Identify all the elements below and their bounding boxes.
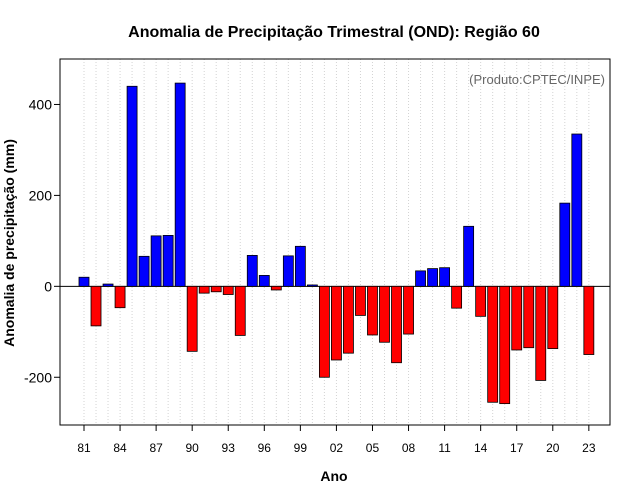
bar-2015 (487, 285, 499, 403)
x-tick-label: 08 (402, 441, 416, 455)
bar-1993 (222, 285, 234, 295)
x-tick-label: 93 (222, 441, 236, 455)
x-tick-label: 14 (474, 441, 488, 455)
x-tick-label: 05 (366, 441, 380, 455)
bar-1984 (114, 285, 126, 309)
chart-title: Anomalia de Precipitação Trimestral (OND… (128, 24, 540, 41)
bar-2000 (306, 284, 318, 287)
bar-1995 (246, 255, 258, 287)
plot-frame (59, 58, 611, 426)
y-tick-label: 200 (29, 187, 53, 203)
bar-2009 (415, 270, 426, 287)
bars (78, 82, 595, 405)
bar-2006 (379, 285, 390, 343)
bar-2008 (403, 285, 414, 335)
y-tick-label: 0 (44, 278, 52, 294)
bar-2014 (475, 285, 487, 317)
bar-2007 (391, 285, 402, 364)
bar-1981 (78, 276, 90, 287)
x-tick-label: 23 (582, 441, 596, 455)
bar-2005 (367, 285, 378, 336)
bar-2016 (499, 285, 511, 405)
bar-1990 (186, 285, 198, 352)
y-tick-label: 400 (29, 96, 53, 112)
x-tick-label: 81 (77, 441, 91, 455)
bar-2011 (439, 267, 451, 287)
x-tick-label: 20 (546, 441, 560, 455)
bar-2010 (427, 268, 438, 287)
bar-2001 (318, 285, 330, 378)
bar-2003 (343, 285, 354, 354)
bar-2023 (583, 285, 595, 355)
bar-2019 (535, 285, 547, 381)
bar-1985 (126, 85, 138, 287)
x-tick-label: 90 (186, 441, 200, 455)
x-tick-label: 84 (113, 441, 127, 455)
bar-2002 (331, 285, 342, 361)
y-axis: -200 0 200 400 (24, 96, 60, 385)
bar-1996 (258, 275, 270, 287)
bar-2021 (559, 202, 571, 287)
bar-1983 (102, 283, 114, 287)
x-tick-label: 96 (258, 441, 272, 455)
bar-1989 (174, 82, 186, 287)
y-axis-title: Anomalia de precipitação (mm) (1, 139, 17, 347)
bar-1982 (90, 285, 102, 327)
bar-2004 (355, 285, 366, 316)
x-axis: 81 84 87 90 93 96 99 02 05 08 11 14 17 20 23 (77, 425, 596, 455)
x-tick-label: 17 (510, 441, 524, 455)
bar-1987 (150, 235, 162, 287)
bar-1998 (282, 255, 294, 287)
bar-1988 (162, 235, 174, 287)
bar-1997 (270, 285, 282, 291)
bar-2020 (547, 285, 559, 350)
x-tick-label: 99 (294, 441, 308, 455)
bar-1991 (198, 285, 210, 294)
bar-1994 (234, 285, 246, 336)
bar-2017 (511, 285, 523, 351)
y-tick-label: -200 (24, 369, 52, 385)
bar-2012 (451, 285, 463, 309)
bar-2013 (463, 225, 475, 287)
bar-1992 (210, 285, 222, 293)
credit-annotation: (Produto:CPTEC/INPE) (469, 72, 605, 87)
x-tick-label: 87 (149, 441, 163, 455)
bar-1986 (138, 255, 150, 287)
bar-1999 (294, 245, 306, 287)
x-tick-label: 11 (438, 441, 451, 455)
x-tick-label: 02 (330, 441, 344, 455)
bar-2022 (571, 133, 583, 287)
bar-2018 (523, 285, 535, 349)
x-axis-title: Ano (320, 468, 347, 484)
